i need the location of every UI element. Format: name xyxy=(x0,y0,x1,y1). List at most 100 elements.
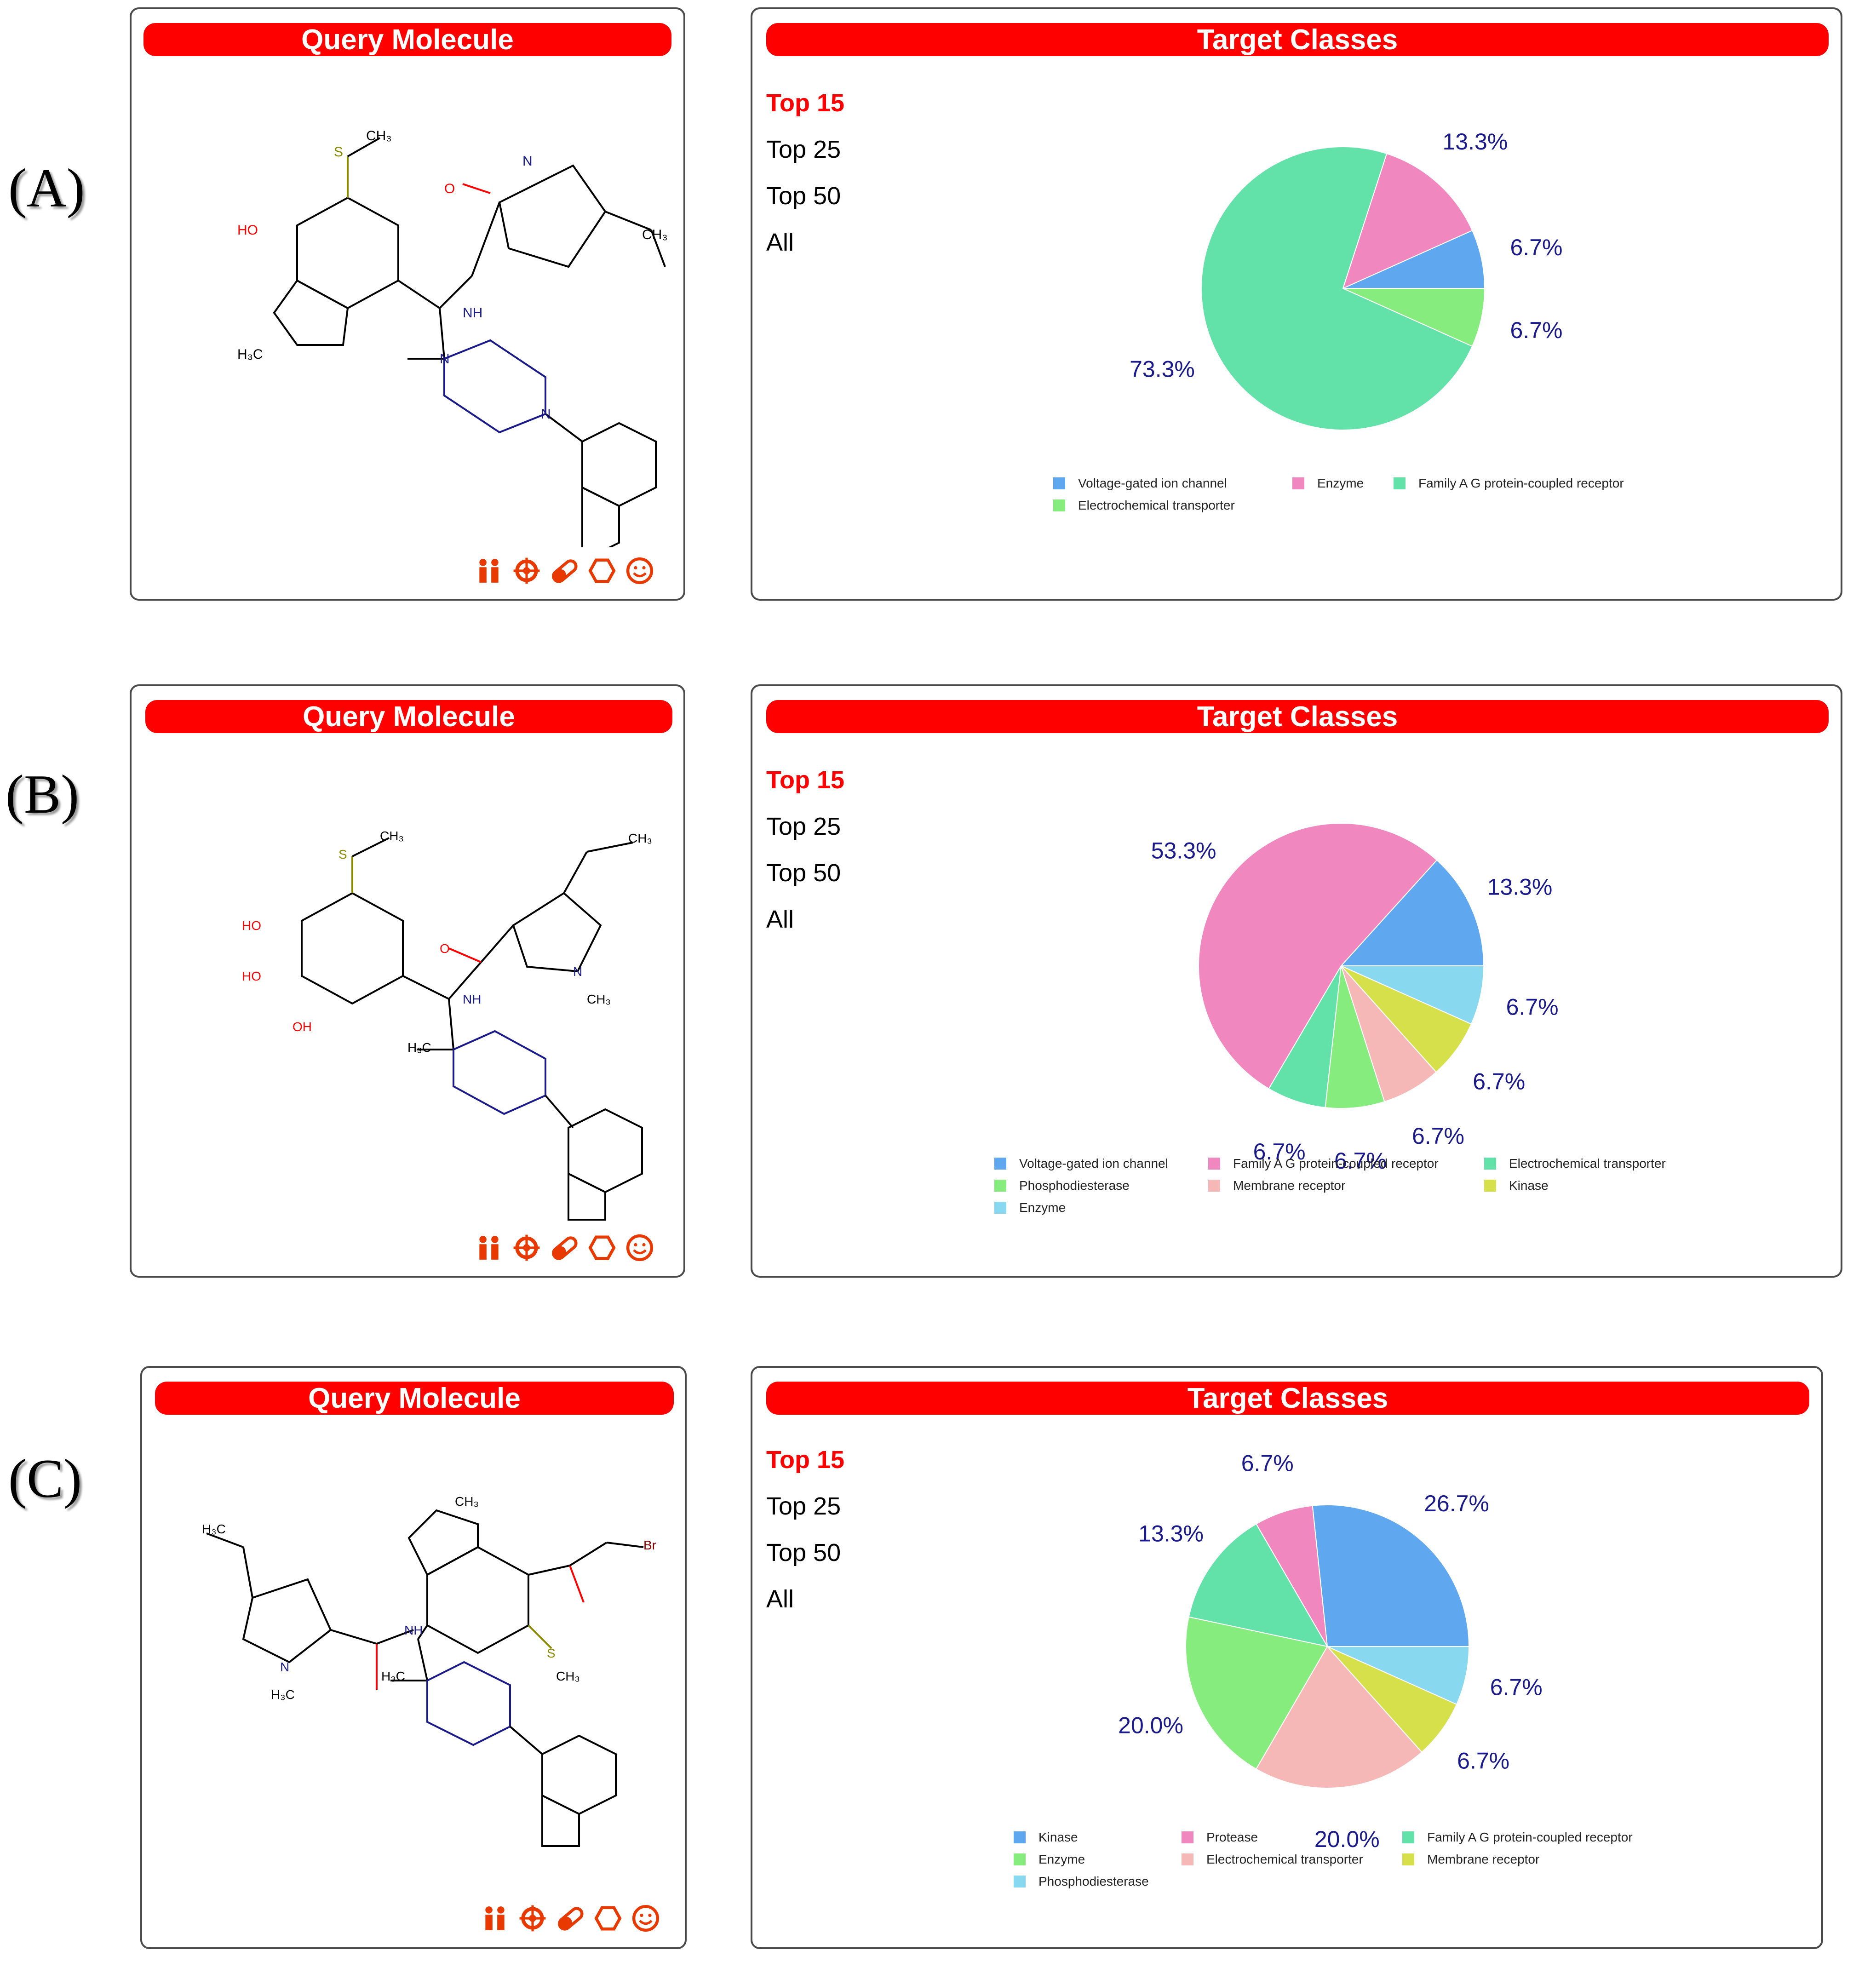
menu-all[interactable]: All xyxy=(766,1585,794,1613)
svg-text:O: O xyxy=(440,941,450,956)
svg-text:S: S xyxy=(338,847,347,861)
menu-top-15[interactable]: Top 15 xyxy=(766,766,845,794)
pie-slice[interactable] xyxy=(1341,965,1472,1073)
legend-label: Enzyme xyxy=(1038,1852,1085,1866)
target-classes-pie-chart: 6.7% 13.3% 73.3% 6.7% xyxy=(1130,129,1563,430)
legend-item[interactable]: Enzyme xyxy=(1292,476,1394,491)
pie-slice[interactable] xyxy=(1327,1646,1457,1753)
pie-slice[interactable] xyxy=(1325,965,1385,1109)
hexagon-icon[interactable] xyxy=(588,556,616,585)
smiley-icon[interactable] xyxy=(625,556,654,585)
menu-top-25[interactable]: Top 25 xyxy=(766,813,841,840)
pie-slice[interactable] xyxy=(1188,1523,1328,1647)
menu-top-25[interactable]: Top 25 xyxy=(766,1492,841,1520)
svg-text:NH: NH xyxy=(404,1623,423,1637)
pie-slice-label: 6.7% xyxy=(1506,994,1559,1020)
people-icon[interactable] xyxy=(475,556,503,585)
smiley-icon[interactable] xyxy=(625,1233,654,1262)
svg-text:CH₃: CH₃ xyxy=(366,128,392,143)
legend-item[interactable]: Family A G protein-coupled receptor xyxy=(1402,1830,1678,1845)
pie-slice[interactable] xyxy=(1312,1504,1470,1647)
legend-item[interactable]: Protease xyxy=(1182,1830,1402,1845)
legend-item[interactable]: Enzyme xyxy=(1014,1852,1182,1867)
pie-slice[interactable] xyxy=(1342,153,1473,289)
legend-item[interactable]: Kinase xyxy=(1014,1830,1182,1845)
menu-top-50[interactable]: Top 50 xyxy=(766,182,841,210)
query-molecule-card: Query Molecule S CH₃ HO O NH N N N CH₃ H… xyxy=(130,7,685,601)
pill-icon[interactable] xyxy=(556,1904,585,1933)
pie-slice-label: 6.7% xyxy=(1457,1748,1509,1774)
menu-top-15[interactable]: Top 15 xyxy=(766,89,845,117)
legend-item[interactable]: Kinase xyxy=(1484,1178,1714,1193)
pie-slice-label: 13.3% xyxy=(1138,1520,1204,1546)
legend-item[interactable]: Voltage-gated ion channel xyxy=(1053,476,1292,491)
panel-label-a: (A) xyxy=(8,157,85,218)
legend-item[interactable]: Electrochemical transporter xyxy=(1484,1156,1714,1171)
target-classes-card: Target Classes Top 15 Top 25 Top 50 All … xyxy=(751,7,1842,601)
pie-slice[interactable] xyxy=(1201,146,1473,430)
pie-slice[interactable] xyxy=(1198,823,1438,1090)
legend-swatch xyxy=(994,1180,1006,1192)
query-molecule-card: Query Molecule S CH₃ HO HO OH O NH N CH₃… xyxy=(130,684,685,1278)
pie-slice[interactable] xyxy=(1256,1646,1423,1789)
people-icon[interactable] xyxy=(475,1233,503,1262)
legend-item[interactable]: Phosphodiesterase xyxy=(1014,1874,1182,1889)
legend-item[interactable]: Electrochemical transporter xyxy=(1053,498,1292,513)
pill-icon[interactable] xyxy=(550,556,579,585)
target-classes-card: Target Classes Top 15 Top 25 Top 50 All … xyxy=(751,1366,1823,1949)
pie-slice[interactable] xyxy=(1327,1646,1470,1705)
legend-label: Enzyme xyxy=(1317,476,1364,490)
legend-swatch xyxy=(1484,1158,1496,1170)
pie-slice-label: 20.0% xyxy=(1118,1712,1183,1738)
svg-text:HO: HO xyxy=(237,223,258,238)
target-icon[interactable] xyxy=(518,1904,547,1933)
legend-item[interactable]: Membrane receptor xyxy=(1208,1178,1484,1193)
svg-text:H₃C: H₃C xyxy=(271,1687,295,1702)
pie-slice-label: 6.7% xyxy=(1510,235,1563,260)
legend-label: Enzyme xyxy=(1019,1200,1066,1215)
pie-slice[interactable] xyxy=(1342,288,1486,347)
menu-top-50[interactable]: Top 50 xyxy=(766,1539,841,1566)
target-icon[interactable] xyxy=(512,556,541,585)
hexagon-icon[interactable] xyxy=(594,1904,622,1933)
pill-icon[interactable] xyxy=(550,1233,579,1262)
legend-item[interactable]: Voltage-gated ion channel xyxy=(994,1156,1208,1171)
molecule-structure-c: H₃C N H₃C NH Br S CH₃ CH₃ H₃C xyxy=(202,1494,656,1847)
pie-slice[interactable] xyxy=(1341,965,1437,1102)
menu-all[interactable]: All xyxy=(766,906,794,933)
pie-slice-label: 6.7% xyxy=(1473,1069,1525,1095)
legend-item[interactable]: Enzyme xyxy=(994,1200,1208,1215)
menu-top-25[interactable]: Top 25 xyxy=(766,136,841,163)
pie-slice[interactable] xyxy=(1340,859,1485,966)
legend-swatch xyxy=(994,1158,1006,1170)
pie-slice[interactable] xyxy=(1341,965,1485,1025)
hexagon-icon[interactable] xyxy=(588,1233,616,1262)
legend-swatch xyxy=(1484,1180,1496,1192)
smiley-icon[interactable] xyxy=(631,1904,660,1933)
legend-swatch xyxy=(1053,499,1065,511)
menu-top-15[interactable]: Top 15 xyxy=(766,1446,845,1474)
legend-label: Phosphodiesterase xyxy=(1019,1178,1130,1193)
legend-item[interactable]: Electrochemical transporter xyxy=(1182,1852,1402,1867)
target-classes-pie-chart: 26.7% 6.7% 13.3% 20.0% 20.0% 6.7% 6.7% xyxy=(1118,1451,1543,1852)
pie-slice[interactable] xyxy=(1268,965,1342,1108)
legend-item[interactable]: Family A G protein-coupled receptor xyxy=(1394,476,1669,491)
target-classes-header: Target Classes xyxy=(766,1382,1809,1415)
target-icon[interactable] xyxy=(512,1233,541,1262)
menu-top-50[interactable]: Top 50 xyxy=(766,859,841,887)
legend-item[interactable]: Phosphodiesterase xyxy=(994,1178,1208,1193)
people-icon[interactable] xyxy=(481,1904,509,1933)
legend-item[interactable]: Family A G protein-coupled receptor xyxy=(1208,1156,1484,1171)
pie-slice[interactable] xyxy=(1342,229,1486,289)
pie-slice-label: 6.7% xyxy=(1253,1139,1306,1165)
molecule-structure-b: S CH₃ HO HO OH O NH N CH₃ CH₃ H₃C xyxy=(242,829,652,1221)
pie-slice[interactable] xyxy=(1256,1505,1328,1647)
legend-label: Kinase xyxy=(1038,1830,1078,1844)
legend-label: Membrane receptor xyxy=(1427,1852,1540,1866)
legend-item[interactable]: Membrane receptor xyxy=(1402,1852,1678,1867)
menu-all[interactable]: All xyxy=(766,229,794,256)
molecule-structure-a: S CH₃ HO O NH N N N CH₃ H₃C xyxy=(237,128,668,547)
pie-slice[interactable] xyxy=(1185,1616,1328,1770)
svg-text:CH₃: CH₃ xyxy=(642,227,668,242)
svg-text:H₃C: H₃C xyxy=(237,347,263,362)
